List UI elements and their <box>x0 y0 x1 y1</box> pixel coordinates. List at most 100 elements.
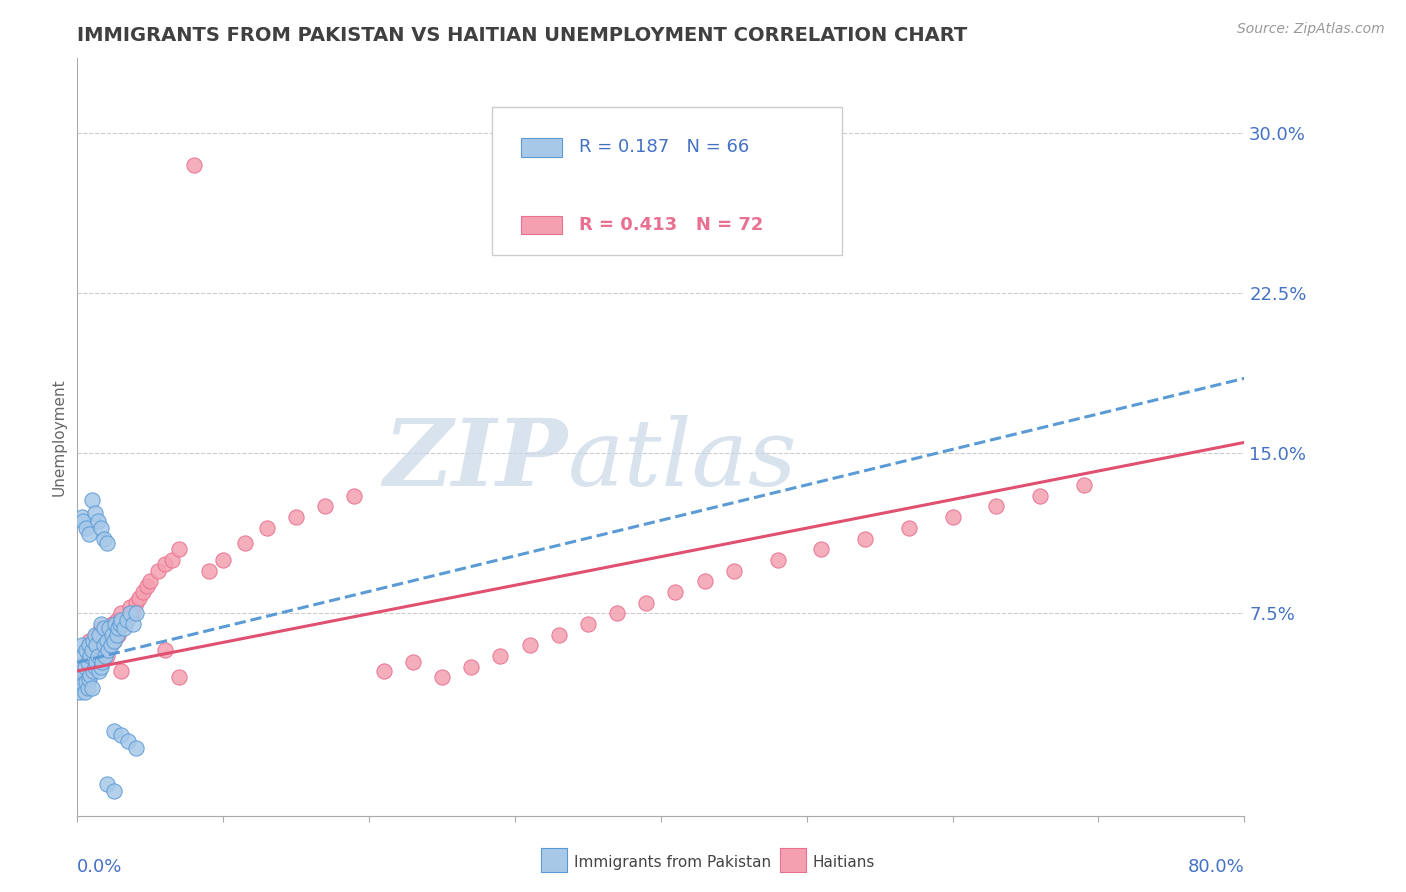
Point <box>93 532 115 546</box>
Point <box>103 634 125 648</box>
Point <box>79 648 101 663</box>
Point <box>104 617 127 632</box>
Point <box>79 668 101 682</box>
Point <box>128 591 150 606</box>
Point <box>121 607 143 621</box>
Point <box>103 723 125 738</box>
Point <box>94 627 117 641</box>
Point <box>96 777 118 791</box>
Point <box>124 607 148 621</box>
Point <box>107 627 129 641</box>
Point <box>124 596 148 610</box>
FancyBboxPatch shape <box>520 216 562 234</box>
Point <box>96 648 118 663</box>
Point <box>576 617 599 632</box>
Point <box>70 670 93 684</box>
Point <box>87 648 110 663</box>
Point <box>69 659 91 673</box>
Point <box>103 783 125 797</box>
Point <box>67 677 90 691</box>
Point <box>73 685 96 699</box>
Point <box>90 617 112 632</box>
Point <box>402 656 425 670</box>
Point <box>115 613 138 627</box>
Point <box>82 664 104 678</box>
Point <box>84 627 107 641</box>
Point <box>87 515 110 529</box>
Point <box>82 638 104 652</box>
Point <box>83 627 105 641</box>
Point <box>90 659 112 673</box>
Point <box>73 659 96 673</box>
Point <box>233 536 256 550</box>
Point <box>75 642 97 657</box>
Point <box>72 677 94 691</box>
Point <box>100 638 122 652</box>
Point <box>75 521 97 535</box>
Text: ZIP: ZIP <box>384 415 568 505</box>
FancyBboxPatch shape <box>492 107 842 255</box>
Point <box>80 648 103 663</box>
Point <box>89 642 111 657</box>
Point <box>93 621 115 635</box>
Point <box>70 670 93 684</box>
Point <box>73 656 96 670</box>
Point <box>83 659 105 673</box>
Point <box>89 627 111 641</box>
Point <box>77 673 100 687</box>
Point <box>519 638 541 652</box>
Text: 80.0%: 80.0% <box>1188 858 1244 876</box>
Point <box>69 659 91 673</box>
Y-axis label: Unemployment: Unemployment <box>51 378 66 496</box>
Point <box>460 659 482 673</box>
Point <box>146 564 169 578</box>
Text: R = 0.187   N = 66: R = 0.187 N = 66 <box>579 138 749 156</box>
Point <box>212 553 235 567</box>
Point <box>90 521 112 535</box>
Point <box>75 674 97 689</box>
Point <box>83 506 105 520</box>
Point <box>124 740 148 755</box>
Point <box>636 596 658 610</box>
Point <box>153 642 176 657</box>
Point <box>98 621 121 635</box>
Point <box>80 493 103 508</box>
Point <box>93 638 115 652</box>
Point <box>84 638 107 652</box>
Point <box>1029 489 1052 503</box>
Point <box>97 642 120 657</box>
Point <box>115 613 138 627</box>
Text: Immigrants from Pakistan: Immigrants from Pakistan <box>574 855 770 870</box>
Point <box>83 656 105 670</box>
Point <box>90 621 112 635</box>
Point <box>169 542 191 557</box>
Point <box>430 670 453 684</box>
Point <box>132 585 155 599</box>
Text: Source: ZipAtlas.com: Source: ZipAtlas.com <box>1237 22 1385 37</box>
Point <box>105 613 128 627</box>
Point <box>96 634 118 648</box>
Point <box>160 553 183 567</box>
Point <box>72 648 94 663</box>
Point <box>314 500 336 514</box>
Point <box>853 532 876 546</box>
Point <box>96 536 118 550</box>
Point <box>1073 478 1095 492</box>
Point <box>94 648 117 663</box>
Point <box>70 638 93 652</box>
Text: R = 0.413   N = 72: R = 0.413 N = 72 <box>579 216 763 234</box>
Point <box>112 617 135 632</box>
Point <box>664 585 686 599</box>
Point <box>97 621 120 635</box>
Point <box>986 500 1008 514</box>
Point <box>87 648 110 663</box>
Point <box>897 521 920 535</box>
Point <box>117 734 139 748</box>
FancyBboxPatch shape <box>520 138 562 157</box>
Point <box>343 489 366 503</box>
Point <box>183 158 205 172</box>
Point <box>110 607 132 621</box>
Point <box>110 613 132 627</box>
Point <box>79 659 101 673</box>
Text: 0.0%: 0.0% <box>77 858 122 876</box>
